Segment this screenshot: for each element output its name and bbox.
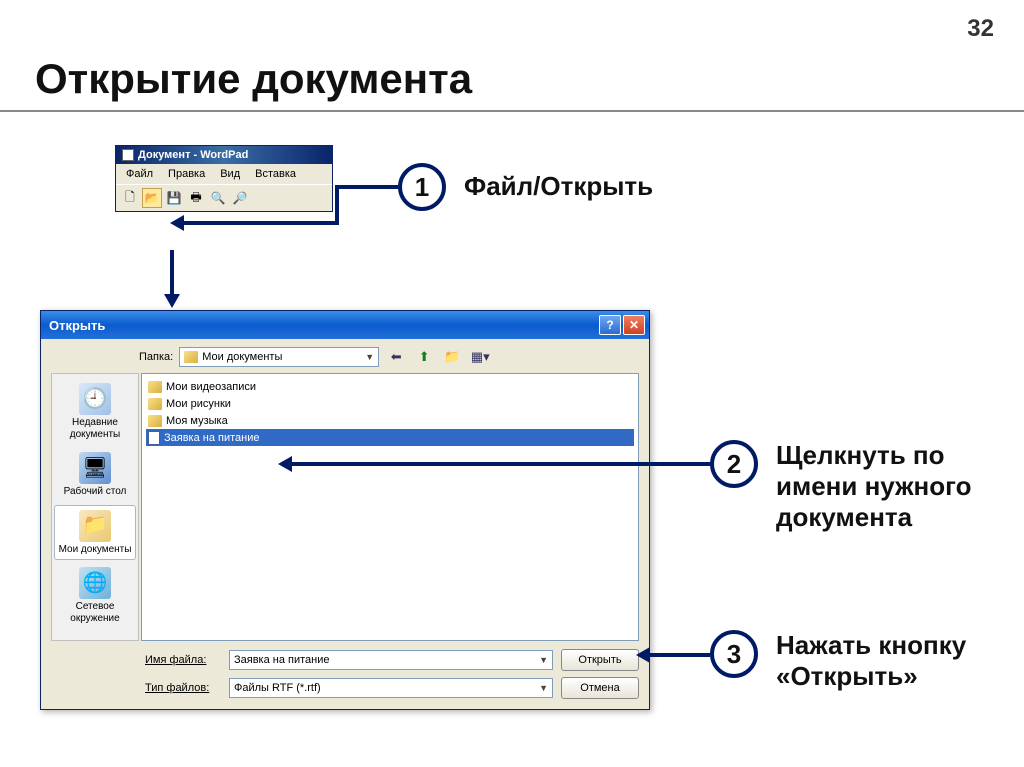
filename-row: Имя файла: Заявка на питание ▼ Открыть bbox=[145, 649, 639, 671]
step-2-number: 2 bbox=[710, 440, 758, 488]
folder-select[interactable]: Мои документы ▼ bbox=[179, 347, 379, 367]
filetype-label: Тип файлов: bbox=[145, 682, 221, 694]
step-3-number: 3 bbox=[710, 630, 758, 678]
mydocs-icon: 📁 bbox=[79, 510, 111, 542]
filename-label: Имя файла: bbox=[145, 654, 221, 666]
sidebar-recent-label: Недавние документы bbox=[57, 417, 133, 440]
find-button[interactable]: 🔎 bbox=[230, 188, 250, 208]
wordpad-titlebar: Документ - WordPad bbox=[116, 146, 332, 164]
save-button[interactable]: 💾 bbox=[164, 188, 184, 208]
filename-value: Заявка на питание bbox=[234, 654, 330, 666]
file-row[interactable]: Мои рисунки bbox=[146, 395, 634, 412]
sidebar-item-desktop[interactable]: 🖥 Рабочий стол bbox=[54, 447, 136, 503]
sidebar-item-mydocs[interactable]: 📁 Мои документы bbox=[54, 505, 136, 561]
filetype-select[interactable]: Файлы RTF (*.rtf) ▼ bbox=[229, 678, 553, 698]
step-1-text: Файл/Открыть bbox=[464, 171, 653, 202]
dialog-sidebar: 🕘 Недавние документы 🖥 Рабочий стол 📁 Мо… bbox=[51, 373, 139, 641]
arrow-1 bbox=[335, 185, 339, 225]
file-row[interactable]: Моя музыка bbox=[146, 412, 634, 429]
dialog-bottom: Имя файла: Заявка на питание ▼ Открыть Т… bbox=[51, 649, 639, 699]
new-button[interactable]: 🗋 bbox=[120, 188, 140, 208]
file-name: Моя музыка bbox=[166, 415, 228, 427]
arrow-3 bbox=[648, 653, 710, 657]
arrow-1-head bbox=[170, 215, 184, 231]
filetype-value: Файлы RTF (*.rtf) bbox=[234, 682, 321, 694]
folder-icon bbox=[148, 398, 162, 410]
folder-select-text: Мои документы bbox=[202, 351, 282, 363]
close-button[interactable]: ✕ bbox=[623, 315, 645, 335]
dialog-main: 🕘 Недавние документы 🖥 Рабочий стол 📁 Мо… bbox=[51, 373, 639, 641]
menu-edit[interactable]: Правка bbox=[162, 166, 211, 182]
folder-label: Папка: bbox=[139, 351, 173, 363]
arrow-down-head bbox=[164, 294, 180, 308]
dialog-title: Открыть bbox=[45, 318, 597, 333]
file-name: Мои видеозаписи bbox=[166, 381, 256, 393]
open-action-button[interactable]: Открыть bbox=[561, 649, 639, 671]
sidebar-network-label: Сетевое окружение bbox=[57, 601, 133, 624]
folder-icon bbox=[148, 381, 162, 393]
arrow-1 bbox=[182, 221, 339, 225]
folder-icon bbox=[184, 351, 198, 363]
cancel-button[interactable]: Отмена bbox=[561, 677, 639, 699]
document-icon bbox=[122, 149, 134, 161]
wordpad-window: Документ - WordPad Файл Правка Вид Встав… bbox=[115, 145, 333, 212]
menu-insert[interactable]: Вставка bbox=[249, 166, 302, 182]
arrow-2-head bbox=[278, 456, 292, 472]
page-title: Открытие документа bbox=[35, 55, 472, 103]
new-folder-button[interactable]: 📁 bbox=[441, 347, 463, 367]
file-name: Заявка на питание bbox=[164, 432, 260, 444]
back-button[interactable]: ⬅ bbox=[385, 347, 407, 367]
sidebar-item-recent[interactable]: 🕘 Недавние документы bbox=[54, 378, 136, 445]
step-3-callout: 3 Нажать кнопку «Открыть» bbox=[710, 630, 1024, 692]
network-icon: 🌐 bbox=[79, 567, 111, 599]
title-underline bbox=[0, 110, 1024, 112]
wordpad-title-text: Документ - WordPad bbox=[138, 149, 248, 161]
wordpad-menubar: Файл Правка Вид Вставка bbox=[116, 164, 332, 184]
filetype-row: Тип файлов: Файлы RTF (*.rtf) ▼ Отмена bbox=[145, 677, 639, 699]
up-button[interactable]: ⬆ bbox=[413, 347, 435, 367]
dialog-body: Папка: Мои документы ▼ ⬅ ⬆ 📁 ▦▾ 🕘 Недавн… bbox=[41, 339, 649, 709]
sidebar-mydocs-label: Мои документы bbox=[57, 544, 133, 556]
arrow-1 bbox=[335, 185, 398, 189]
desktop-icon: 🖥 bbox=[79, 452, 111, 484]
chevron-down-icon: ▼ bbox=[365, 352, 374, 362]
step-1-number: 1 bbox=[398, 163, 446, 211]
sidebar-item-network[interactable]: 🌐 Сетевое окружение bbox=[54, 562, 136, 629]
chevron-down-icon: ▼ bbox=[539, 683, 548, 693]
open-dialog: Открыть ? ✕ Папка: Мои документы ▼ ⬅ ⬆ 📁… bbox=[40, 310, 650, 710]
arrow-down bbox=[170, 250, 174, 296]
print-button[interactable]: 🖶 bbox=[186, 188, 206, 208]
views-button[interactable]: ▦▾ bbox=[469, 347, 491, 367]
step-3-text: Нажать кнопку «Открыть» bbox=[776, 630, 1024, 692]
folder-icon bbox=[148, 415, 162, 427]
page-number: 32 bbox=[967, 15, 994, 43]
arrow-3-head bbox=[636, 647, 650, 663]
file-name: Мои рисунки bbox=[166, 398, 231, 410]
filename-input[interactable]: Заявка на питание ▼ bbox=[229, 650, 553, 670]
arrow-2 bbox=[290, 462, 710, 466]
recent-icon: 🕘 bbox=[79, 383, 111, 415]
file-row-selected[interactable]: Заявка на питание bbox=[146, 429, 634, 446]
step-1-callout: 1 Файл/Открыть bbox=[398, 163, 653, 211]
menu-view[interactable]: Вид bbox=[214, 166, 246, 182]
file-list[interactable]: Мои видеозаписи Мои рисунки Моя музыка З… bbox=[141, 373, 639, 641]
step-2-text: Щелкнуть по имени нужного документа bbox=[776, 440, 1024, 534]
preview-button[interactable]: 🔍 bbox=[208, 188, 228, 208]
open-button[interactable]: 📂 bbox=[142, 188, 162, 208]
document-icon bbox=[148, 431, 160, 445]
sidebar-desktop-label: Рабочий стол bbox=[57, 486, 133, 498]
step-2-callout: 2 Щелкнуть по имени нужного документа bbox=[710, 440, 1024, 534]
help-button[interactable]: ? bbox=[599, 315, 621, 335]
dialog-titlebar: Открыть ? ✕ bbox=[41, 311, 649, 339]
file-row[interactable]: Мои видеозаписи bbox=[146, 378, 634, 395]
menu-file[interactable]: Файл bbox=[120, 166, 159, 182]
chevron-down-icon: ▼ bbox=[539, 655, 548, 665]
wordpad-toolbar: 🗋 📂 💾 🖶 🔍 🔎 bbox=[116, 184, 332, 211]
dialog-folder-row: Папка: Мои документы ▼ ⬅ ⬆ 📁 ▦▾ bbox=[51, 347, 639, 367]
